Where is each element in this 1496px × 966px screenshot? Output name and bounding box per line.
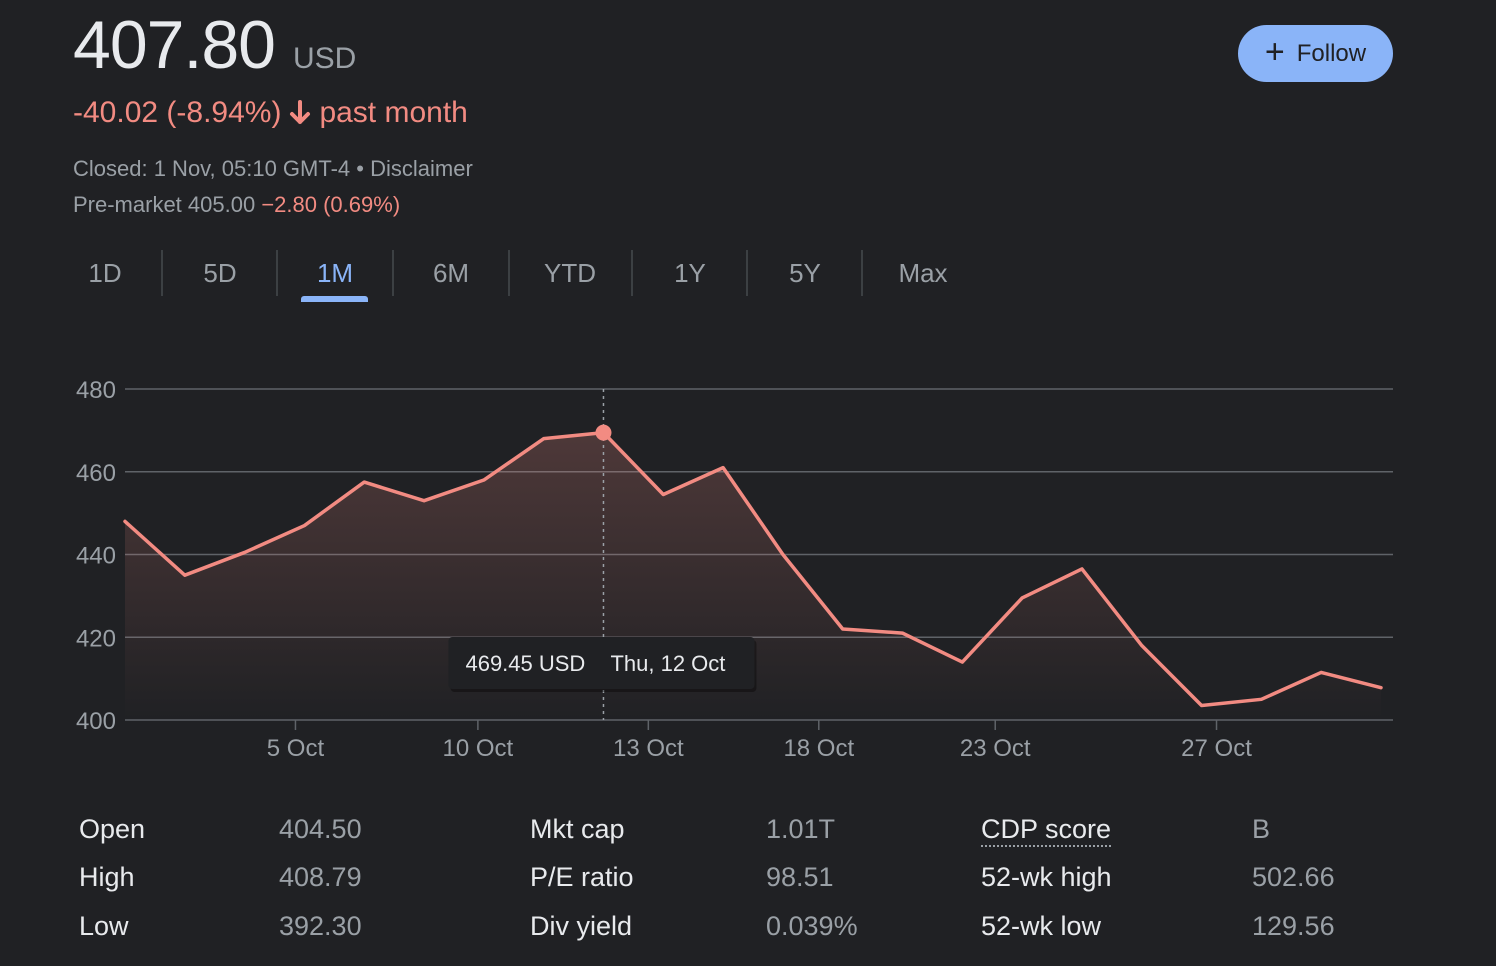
data-point: [1020, 596, 1024, 600]
tab-divider: [161, 250, 163, 296]
highlight-dot: [595, 424, 612, 441]
tab-1d[interactable]: 1D: [88, 257, 122, 288]
data-point: [721, 466, 725, 470]
stat-label-52wk-low: 52-wk low: [981, 911, 1102, 941]
tab-ytd[interactable]: YTD: [544, 257, 596, 288]
currency-code: USD: [292, 42, 357, 75]
tab-divider: [631, 250, 633, 296]
stat-value-high: 408.79: [279, 862, 362, 892]
follow-button[interactable]: + Follow: [1238, 25, 1393, 82]
price-header: 407.80 USD: [73, 6, 356, 84]
y-tick-label: 460: [76, 460, 116, 487]
data-point: [482, 478, 486, 482]
y-tick-label: 480: [76, 377, 116, 404]
stat-label-52wk-high: 52-wk high: [981, 862, 1112, 892]
data-point: [781, 553, 785, 557]
data-point: [243, 550, 247, 554]
data-point: [901, 631, 905, 635]
data-point: [1319, 670, 1323, 674]
stat-label-mkt-cap: Mkt cap: [530, 814, 625, 844]
stat-label-pe-ratio: P/E ratio: [530, 862, 634, 892]
data-point: [1379, 686, 1383, 690]
tab-1y[interactable]: 1Y: [674, 257, 706, 288]
data-point: [542, 437, 546, 441]
data-point: [362, 480, 366, 484]
tab-max[interactable]: Max: [898, 257, 948, 288]
tooltip-date: Thu, 12 Oct: [610, 651, 725, 676]
premarket-change: −2.80 (0.69%): [261, 192, 401, 217]
tab-divider: [276, 250, 278, 296]
data-point: [661, 493, 665, 497]
key-stats: Open 404.50 High 408.79 Low 392.30 Mkt c…: [0, 808, 1496, 958]
stat-label-open: Open: [79, 814, 146, 844]
stat-label-low: Low: [79, 911, 129, 941]
stat-value-52wk-high: 502.66: [1252, 862, 1335, 892]
y-tick-label: 400: [76, 708, 116, 735]
data-point: [302, 524, 306, 528]
stat-value-cdp-score: B: [1252, 814, 1271, 844]
stat-value-mkt-cap: 1.01T: [766, 814, 836, 844]
closed-text: Closed: 1 Nov, 05:10 GMT-4: [73, 156, 351, 181]
stat-value-div-yield: 0.039%: [766, 911, 858, 941]
current-price: 407.80: [73, 7, 276, 83]
change-period: past month: [319, 96, 468, 129]
stat-label-cdp-score[interactable]: CDP score: [981, 814, 1112, 847]
data-point: [123, 519, 127, 523]
arrow-down-icon: [289, 100, 311, 126]
data-point: [1259, 697, 1263, 701]
price-chart[interactable]: 480 460 440 420 400 5 Oct 10 Oct 13 Oct 18 Oct 23…: [0, 360, 1496, 780]
stat-label-high: High: [79, 862, 135, 892]
data-point: [960, 660, 964, 664]
tab-divider: [861, 250, 863, 296]
plus-icon: +: [1264, 33, 1285, 71]
follow-label: Follow: [1296, 39, 1367, 67]
stat-value-pe-ratio: 98.51: [766, 862, 834, 892]
y-tick-label: 440: [76, 543, 116, 570]
y-tick-label: 420: [76, 625, 116, 652]
tab-divider: [746, 250, 748, 296]
tab-5y[interactable]: 5Y: [789, 257, 821, 288]
stat-label-div-yield: Div yield: [530, 911, 633, 941]
disclaimer-link[interactable]: Disclaimer: [370, 156, 473, 181]
data-point: [183, 573, 187, 577]
x-tick-label: 23 Oct: [960, 735, 1031, 762]
price-line: [123, 430, 1383, 708]
active-tab-indicator: [301, 296, 368, 302]
tab-5d[interactable]: 5D: [203, 257, 237, 288]
separator-dot: •: [350, 156, 371, 181]
data-point: [1140, 644, 1144, 648]
data-point: [1080, 567, 1084, 571]
stat-value-open: 404.50: [279, 814, 362, 844]
change-value: -40.02 (-8.94%): [73, 96, 282, 129]
x-tick-label: 18 Oct: [783, 735, 854, 762]
data-point: [1200, 704, 1204, 708]
closed-info: Closed: 1 Nov, 05:10 GMT-4 • Disclaimer: [73, 156, 473, 182]
area-fill: [125, 432, 1381, 720]
data-point: [841, 627, 845, 631]
stat-value-52wk-low: 129.56: [1252, 911, 1335, 941]
tab-divider: [508, 250, 510, 296]
price-change: -40.02 (-8.94%) past month: [73, 96, 468, 130]
x-tick-label: 10 Oct: [443, 735, 514, 762]
tooltip-value: 469.45 USD: [465, 651, 585, 676]
data-point: [422, 499, 426, 503]
premarket-info: Pre-market 405.00 −2.80 (0.69%): [73, 192, 400, 218]
tooltip-box: [448, 637, 755, 689]
premarket-label: Pre-market 405.00: [73, 192, 256, 217]
x-tick-label: 13 Oct: [613, 735, 684, 762]
tab-1m[interactable]: 1M: [316, 257, 354, 288]
tab-divider: [392, 250, 394, 296]
x-tick-label: 27 Oct: [1181, 735, 1252, 762]
tab-6m[interactable]: 6M: [432, 257, 470, 288]
x-tick-label: 5 Oct: [267, 735, 325, 762]
stat-value-low: 392.30: [279, 911, 362, 941]
